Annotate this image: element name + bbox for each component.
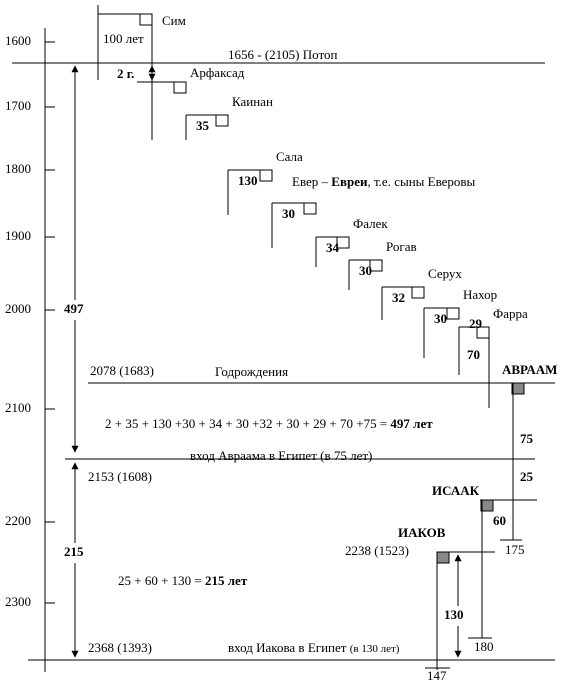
- marker-box: [139, 13, 153, 26]
- label: Евер – Евреи, т.е. сыны Еверовы: [292, 174, 476, 189]
- axis-label: 1800: [5, 161, 31, 176]
- label: Годрождения: [215, 364, 288, 379]
- label: 215: [64, 544, 84, 559]
- label: Фалек: [353, 216, 388, 231]
- label: 147: [427, 668, 447, 683]
- label: 130: [238, 173, 258, 188]
- label: 130: [444, 607, 464, 622]
- label: вход Иакова в Египет (в 130 лет): [228, 640, 400, 655]
- axis-label: 1700: [5, 98, 31, 113]
- marker-box: [446, 307, 460, 320]
- label: Нахор: [463, 287, 497, 302]
- label-part: вход Иакова в Египет: [228, 640, 350, 655]
- label: ИСААК: [432, 483, 480, 498]
- label: 30: [359, 263, 372, 278]
- axis-label: 2000: [5, 301, 31, 316]
- sum: 25 + 60 + 130 = 215 лет: [118, 573, 248, 588]
- label: 175: [505, 542, 525, 557]
- label: Рогав: [386, 239, 417, 254]
- marker-box: [336, 236, 350, 249]
- label: 34: [326, 240, 340, 255]
- label: 30: [434, 311, 447, 326]
- marker-box: [369, 259, 383, 272]
- label: 32: [392, 290, 405, 305]
- label: 1656 - (2105) Потоп: [228, 47, 337, 62]
- label-part: Евреи: [331, 174, 368, 189]
- marker-box: [411, 286, 425, 299]
- label: 2 г.: [117, 66, 134, 81]
- sum-part: 25 + 60 + 130 =: [118, 573, 205, 588]
- label: 29: [469, 316, 483, 331]
- marker-box: [436, 551, 450, 564]
- label-part: , т.е. сыны Еверовы: [367, 174, 475, 189]
- label: 2153 (1608): [88, 469, 152, 484]
- label: 497: [64, 301, 84, 316]
- marker-box: [511, 382, 525, 395]
- label: 30: [282, 206, 295, 221]
- sum: 2 + 35 + 130 +30 + 34 + 30 +32 + 30 + 29…: [105, 416, 433, 431]
- label: 60: [493, 513, 506, 528]
- label: 25: [520, 469, 534, 484]
- label: 75: [520, 431, 534, 446]
- axis-label: 2100: [5, 400, 31, 415]
- marker-box: [215, 114, 229, 127]
- sum-part: 215 лет: [205, 573, 248, 588]
- label: Сала: [276, 149, 303, 164]
- label: 2238 (1523): [345, 543, 409, 558]
- label: Серух: [428, 266, 462, 281]
- label-part: (в 130 лет): [350, 643, 400, 655]
- axis-label: 1600: [5, 33, 31, 48]
- label: АВРААМ: [502, 362, 557, 377]
- marker-box: [480, 499, 494, 512]
- label: Фарра: [493, 306, 528, 321]
- label: вход Авраама в Египет (в 75 лет): [190, 448, 372, 463]
- marker-box: [303, 202, 317, 215]
- label: 35: [196, 118, 210, 133]
- label: 2368 (1393): [88, 640, 152, 655]
- sum-part: 497 лет: [390, 416, 433, 431]
- axis-label: 2200: [5, 513, 31, 528]
- marker-box: [259, 169, 273, 182]
- axis-label: 1900: [5, 228, 31, 243]
- axis-label: 2300: [5, 594, 31, 609]
- label-bg: [60, 300, 94, 320]
- sum-part: 2 + 35 + 130 +30 + 34 + 30 +32 + 30 + 29…: [105, 416, 390, 431]
- label: Сим: [162, 13, 186, 28]
- label-bg: [60, 543, 94, 563]
- label: 2078 (1683): [90, 363, 154, 378]
- label-part: Евер –: [292, 174, 331, 189]
- label: Арфаксад: [190, 65, 245, 80]
- label: 180: [474, 639, 494, 654]
- label-bg: [442, 606, 472, 626]
- label: 100 лет: [103, 31, 144, 46]
- label: ИАКОВ: [398, 525, 446, 540]
- label: 70: [467, 347, 480, 362]
- label: Каинан: [232, 94, 273, 109]
- marker-box: [173, 81, 187, 94]
